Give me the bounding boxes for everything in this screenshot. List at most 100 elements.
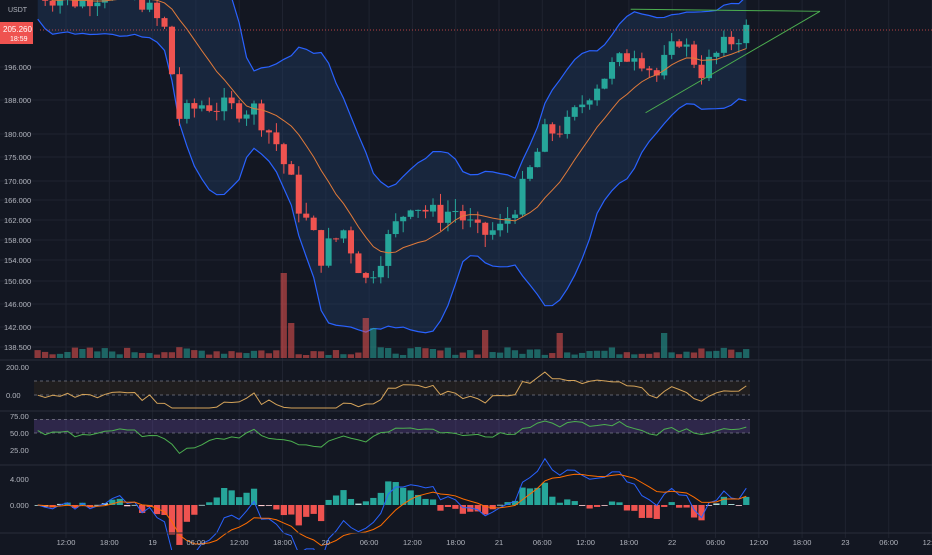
candle-body <box>609 62 615 79</box>
macd-bar <box>460 505 466 514</box>
osc-tick-label: 0.00 <box>6 391 21 400</box>
macd-bar <box>706 505 712 506</box>
price-tick-label: 158.000 <box>4 236 31 245</box>
macd-bar <box>549 497 555 505</box>
candle-body <box>258 103 264 130</box>
volume-bar <box>72 348 78 358</box>
macd-bar <box>385 481 391 505</box>
macd-bar <box>564 499 570 505</box>
volume-bar <box>176 347 182 358</box>
rsi-tick-label: 25.00 <box>10 446 29 455</box>
candle-body <box>713 53 719 57</box>
candle-body <box>542 124 548 152</box>
volume-bar <box>475 354 481 358</box>
candle-body <box>154 3 160 18</box>
candle-body <box>467 219 473 220</box>
macd-bar <box>355 504 361 505</box>
macd-bar <box>728 504 734 505</box>
macd-bar <box>721 497 727 505</box>
volume-bar <box>736 352 742 358</box>
macd-bar <box>340 490 346 505</box>
macd-bar <box>243 493 249 505</box>
macd-bar <box>378 493 384 505</box>
volume-bar <box>452 355 458 358</box>
rsi-tick-label: 50.00 <box>10 429 29 438</box>
volume-bar <box>557 333 563 358</box>
volume-bar <box>266 353 272 358</box>
candle-body <box>311 218 317 230</box>
macd-bar <box>408 490 414 505</box>
price-tick-label: 188.000 <box>4 96 31 105</box>
volume-bar <box>146 353 152 358</box>
rsi-tick-label: 75.00 <box>10 412 29 421</box>
volume-bar <box>691 353 697 358</box>
candle-body <box>348 230 354 253</box>
volume-bar <box>422 348 428 358</box>
time-tick-label: 18:00 <box>793 538 812 547</box>
volume-bar <box>631 354 637 358</box>
candle-body <box>333 238 339 239</box>
candle-body <box>669 41 675 55</box>
candle-body <box>587 100 593 104</box>
volume-bar <box>124 348 130 358</box>
countdown-label: 18:59 <box>10 36 28 43</box>
candle-body <box>221 98 227 112</box>
macd-bar <box>288 505 294 515</box>
macd-bar <box>325 500 331 505</box>
candle-body <box>452 211 458 212</box>
volume-bar <box>35 350 41 358</box>
candle-body <box>57 0 63 5</box>
candle-body <box>236 103 242 118</box>
price-tick-label: 138.500 <box>4 343 31 352</box>
macd-bar <box>683 505 689 508</box>
candle-body <box>199 105 205 108</box>
candle-body <box>42 0 48 1</box>
macd-bar <box>445 505 451 507</box>
macd-bar <box>333 495 339 505</box>
macd-bar <box>206 502 212 505</box>
volume-bar <box>214 351 220 358</box>
volume-bar <box>639 354 645 358</box>
macd-bar <box>601 505 607 506</box>
volume-bar <box>273 350 279 358</box>
macd-tick-label: 4.000 <box>10 475 29 484</box>
volume-bar <box>281 273 287 358</box>
time-tick-label: 06:00 <box>879 538 898 547</box>
macd-tick-label: 0.000 <box>10 501 29 510</box>
volume-bar <box>333 350 339 358</box>
candle-body <box>229 98 235 104</box>
macd-bar <box>199 505 205 506</box>
macd-bar <box>266 505 272 506</box>
candle-body <box>519 179 525 215</box>
macd-bar <box>579 505 585 506</box>
macd-bar <box>169 505 175 534</box>
volume-bar <box>683 352 689 358</box>
candle-body <box>743 25 749 43</box>
candle-body <box>281 144 287 164</box>
last-price-label: 205.260 <box>3 25 32 34</box>
volume-bar <box>87 348 93 358</box>
price-tick-label: 154.000 <box>4 256 31 265</box>
candle-body <box>594 89 600 101</box>
time-tick-label: 12:00 <box>923 538 932 547</box>
macd-bar <box>273 505 279 509</box>
candle-body <box>79 0 85 6</box>
volume-bar <box>743 349 749 358</box>
volume-bar <box>721 348 727 358</box>
time-tick-label: 06:00 <box>187 538 206 547</box>
candle-body <box>184 103 190 119</box>
candle-body <box>214 111 220 112</box>
macd-bar <box>229 490 235 505</box>
time-tick-label: 18:00 <box>446 538 465 547</box>
volume-bar <box>407 348 413 358</box>
candle-body <box>176 74 182 119</box>
macd-bar <box>430 499 436 505</box>
volume-bar <box>303 355 309 358</box>
volume-bar <box>482 330 488 358</box>
candle-body <box>370 277 376 278</box>
candle-body <box>191 103 197 109</box>
candle-body <box>572 107 578 117</box>
candle-body <box>631 58 637 62</box>
volume-bar <box>512 350 518 358</box>
